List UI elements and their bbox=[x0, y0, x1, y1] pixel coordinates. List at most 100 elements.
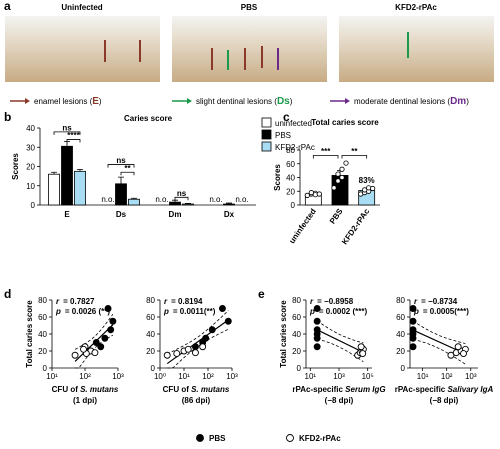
legend-label: PBS bbox=[275, 131, 291, 140]
legend-abbr: Dm bbox=[450, 96, 466, 107]
y-tick-label: 20 bbox=[286, 187, 295, 196]
data-point bbox=[339, 174, 345, 181]
y-tick-label: 40 bbox=[292, 330, 301, 339]
y-tick-label: 80 bbox=[146, 296, 155, 305]
null-label: n.o. bbox=[235, 195, 248, 204]
data-point bbox=[80, 345, 87, 353]
confidence-band bbox=[412, 320, 466, 344]
x-tick-label: 10² bbox=[441, 372, 453, 381]
x-label-part: rPAc-specific bbox=[395, 385, 448, 394]
y-tick-label: 40 bbox=[26, 124, 35, 133]
data-point bbox=[409, 343, 417, 351]
panel-label: a bbox=[4, 0, 11, 13]
data-point bbox=[454, 343, 462, 351]
data-point bbox=[71, 351, 79, 359]
y-tick-label: 0 bbox=[43, 364, 48, 373]
x-tick-label: Ds bbox=[116, 210, 127, 219]
bar bbox=[74, 170, 86, 206]
x-tick-label: E bbox=[64, 210, 70, 219]
chart-title: Total caries score bbox=[311, 118, 379, 127]
legend-text: moderate dentinal lesions (Dm) bbox=[354, 96, 469, 107]
data-point bbox=[370, 185, 376, 192]
data-point bbox=[192, 349, 199, 357]
x-axis-label: CFU of S. mutans bbox=[52, 385, 119, 394]
x-axis-label-2: (86 dpi) bbox=[182, 396, 211, 405]
x-label-part: S. mutans bbox=[80, 385, 119, 394]
stat: p = 0.0026 (**) bbox=[55, 307, 110, 316]
stat-text: = 0.8194 bbox=[171, 297, 203, 306]
x-tick-label: uninfected bbox=[287, 207, 318, 245]
data-point bbox=[202, 334, 210, 342]
data-point bbox=[447, 351, 455, 359]
photo-title: PBS bbox=[241, 3, 258, 12]
photo bbox=[5, 16, 160, 82]
x-tick-label: 10⁵ bbox=[362, 372, 374, 381]
chart-title: Caries score bbox=[124, 114, 173, 123]
y-axis-label: Total caries score bbox=[279, 300, 288, 368]
panel-label: e bbox=[258, 287, 265, 301]
y-tick-label: 30 bbox=[26, 143, 35, 152]
stat-text: = −0.8734 bbox=[421, 297, 458, 306]
bar bbox=[182, 203, 194, 206]
arrow-head bbox=[25, 98, 30, 104]
legend-swatch bbox=[261, 129, 272, 140]
stat-text: = 0.0002 (***) bbox=[319, 307, 368, 316]
bracket-label: **** bbox=[67, 131, 80, 140]
legend-label: moderate dentinal lesions ( bbox=[354, 97, 450, 106]
stat-text: = −0.8958 bbox=[317, 297, 354, 306]
data-point bbox=[335, 178, 341, 184]
y-tick-label: 80 bbox=[396, 296, 405, 305]
data-point bbox=[460, 350, 467, 357]
y-tick-label: 80 bbox=[286, 146, 295, 155]
bracket-label: ** bbox=[124, 164, 131, 173]
y-tick-label: 20 bbox=[146, 347, 155, 356]
y-tick-label: 80 bbox=[38, 296, 47, 305]
legend-marker bbox=[286, 434, 294, 442]
panel-label: c bbox=[283, 110, 290, 124]
stat: r = 0.8194 bbox=[164, 297, 203, 306]
bar bbox=[48, 173, 60, 206]
x-tick-label: 10⁰ bbox=[154, 372, 166, 381]
photo bbox=[172, 16, 327, 82]
data-point bbox=[92, 339, 100, 346]
error-bar bbox=[77, 168, 83, 172]
y-tick-label: 20 bbox=[292, 347, 301, 356]
legend-text: enamel lesions (E) bbox=[34, 96, 102, 107]
stat-symbol: r bbox=[164, 297, 168, 306]
stat: r = 0.7827 bbox=[56, 297, 95, 306]
x-axis-label: rPAc-specific Serum IgG bbox=[292, 385, 385, 394]
data-point bbox=[313, 305, 321, 312]
legend-close: ) bbox=[466, 97, 469, 106]
bracket bbox=[107, 164, 135, 168]
legend-marker bbox=[196, 434, 204, 442]
y-tick-label: 60 bbox=[396, 313, 405, 322]
y-tick-label: 0 bbox=[297, 364, 302, 373]
data-point bbox=[359, 350, 367, 357]
arrow-head bbox=[187, 98, 192, 104]
x-tick-label: 10³ bbox=[112, 372, 124, 381]
null-label: n.o. bbox=[101, 195, 114, 204]
data-point bbox=[224, 317, 232, 325]
error-bar bbox=[226, 202, 232, 205]
legend-label: KFD2-rPAc bbox=[299, 434, 341, 443]
bar bbox=[61, 145, 73, 206]
x-tick-label: KFD2-rPAc bbox=[340, 207, 372, 247]
null-label: n.o. bbox=[155, 195, 168, 204]
stat-symbol: p bbox=[55, 307, 61, 316]
data-point bbox=[409, 326, 417, 334]
stat-text: = 0.0005(***) bbox=[423, 307, 469, 316]
stat-symbol: p bbox=[413, 307, 419, 316]
y-tick-label: 60 bbox=[38, 313, 47, 322]
data-point bbox=[362, 187, 368, 193]
x-label-part: Serum IgG bbox=[345, 385, 385, 394]
data-point bbox=[357, 343, 365, 351]
confidence-band bbox=[74, 313, 114, 350]
photo-title: Uninfected bbox=[61, 3, 102, 12]
y-tick-label: 60 bbox=[292, 313, 301, 322]
y-axis-label: Scores bbox=[11, 153, 20, 180]
data-point bbox=[192, 343, 199, 351]
x-tick-label: 10³ bbox=[226, 372, 238, 381]
fit-line bbox=[316, 329, 364, 353]
y-tick-label: 0 bbox=[401, 364, 406, 373]
